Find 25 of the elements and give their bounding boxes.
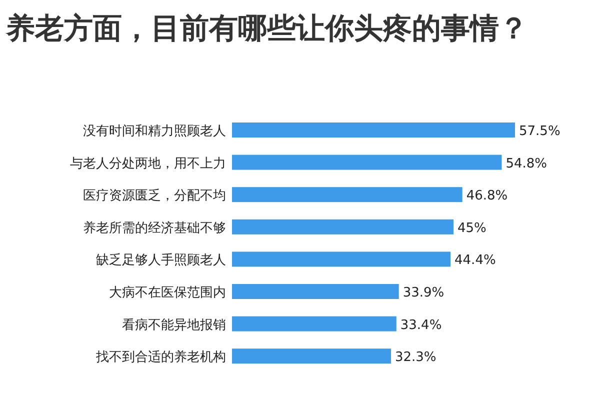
chart-title: 养老方面，目前有哪些让你头疼的事情？ bbox=[5, 11, 528, 45]
data-label: 32.3% bbox=[394, 350, 436, 366]
y-tick-label: 养老所需的经济基础不够 bbox=[83, 220, 226, 236]
data-label: 45% bbox=[457, 220, 486, 236]
y-tick-label: 医疗资源匮乏，分配不均 bbox=[83, 188, 226, 204]
bar bbox=[232, 348, 391, 364]
bar bbox=[232, 284, 399, 299]
y-tick-label: 没有时间和精力照顾老人 bbox=[83, 124, 226, 139]
y-tick-label: 找不到合适的养老机构 bbox=[95, 349, 226, 366]
bar bbox=[232, 187, 462, 202]
data-label: 46.8% bbox=[466, 188, 508, 204]
y-tick-label: 大病不在医保范围内 bbox=[109, 286, 226, 300]
y-tick-label: 与老人分处两地，用不上力 bbox=[70, 156, 226, 172]
data-label: 57.5% bbox=[519, 124, 560, 139]
y-tick-label: 缺乏足够人手照顾老人 bbox=[96, 253, 226, 268]
bar bbox=[232, 252, 451, 267]
bar bbox=[232, 219, 454, 234]
data-label: 54.8% bbox=[506, 156, 548, 172]
data-label: 33.9% bbox=[402, 286, 444, 300]
bar bbox=[232, 316, 396, 332]
y-tick-label: 看病不能异地报销 bbox=[122, 318, 226, 333]
data-label: 44.4% bbox=[454, 253, 496, 268]
bar bbox=[232, 122, 515, 138]
data-label: 33.4% bbox=[400, 318, 442, 333]
bar bbox=[232, 154, 502, 170]
